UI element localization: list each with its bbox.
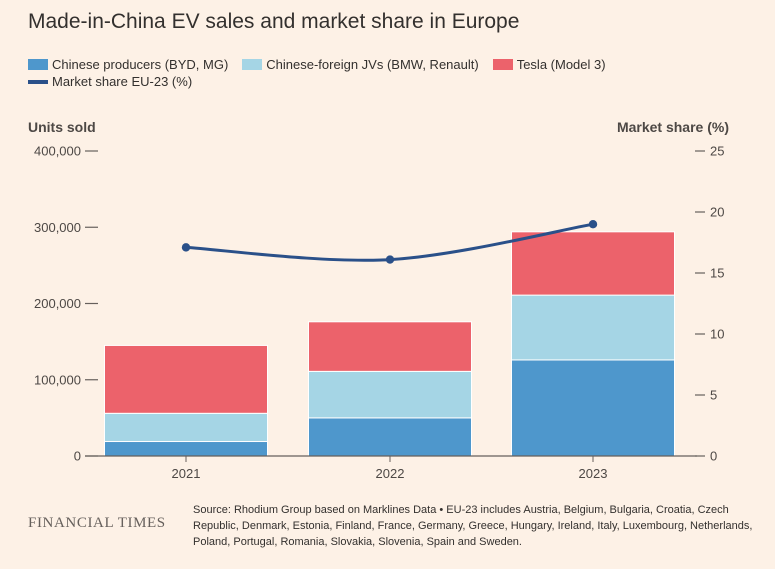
legend-label: Market share EU-23 (%)	[52, 74, 193, 89]
y-tick-label: 400,000	[34, 144, 81, 159]
legend-swatch-tesla	[492, 59, 513, 70]
legend-swatch-market-share	[28, 79, 48, 84]
y-tick-label: 300,000	[34, 220, 81, 235]
legend-item-chinese-producers: Chinese producers (BYD, MG)	[28, 57, 228, 72]
bar-segment	[104, 344, 268, 414]
source-note: Source: Rhodium Group based on Marklines…	[193, 504, 753, 548]
y2-axis-title: Market share (%)	[616, 119, 729, 135]
y-axis-title: Units sold	[28, 119, 96, 135]
legend-item-chinese-foreign-jvs: Chinese-foreign JVs (BMW, Renault)	[242, 57, 479, 72]
legend-swatch-chinese-producers	[28, 59, 48, 70]
legend-label: Chinese-foreign JVs (BMW, Renault)	[266, 57, 479, 72]
bar-segment	[308, 321, 472, 372]
bar-segment	[308, 370, 472, 419]
bar-segment	[104, 412, 268, 443]
ft-logo: FINANCIAL TIMES	[28, 515, 166, 531]
y2-tick-label: 0	[710, 449, 717, 464]
y-tick-label: 100,000	[34, 372, 81, 387]
bar-segment	[511, 294, 675, 361]
bar-segment	[511, 231, 675, 296]
legend-label: Tesla (Model 3)	[516, 57, 606, 72]
market-share-point	[588, 220, 598, 229]
bar-segment	[308, 417, 472, 457]
legend-row-2: Market share EU-23 (%)	[28, 73, 748, 90]
market-share-point	[385, 255, 395, 264]
x-tick-label: 2022	[376, 466, 405, 481]
y2-tick-label: 10	[710, 327, 724, 342]
y2-tick-label: 5	[710, 388, 717, 403]
chart-title: Made-in-China EV sales and market share …	[28, 10, 520, 33]
market-share-point	[181, 243, 191, 252]
y-tick-label: 200,000	[34, 296, 81, 311]
x-tick-label: 2023	[579, 466, 608, 481]
bar-segment	[104, 441, 268, 457]
y-tick-label: 0	[74, 449, 81, 464]
legend-row-1: Chinese producers (BYD, MG) Chinese-fore…	[28, 56, 748, 73]
bar-segment	[511, 359, 675, 457]
y2-tick-label: 15	[710, 266, 724, 281]
x-tick-label: 2021	[172, 466, 201, 481]
legend-item-tesla: Tesla (Model 3)	[492, 57, 606, 72]
legend: Chinese producers (BYD, MG) Chinese-fore…	[28, 56, 748, 90]
y2-tick-label: 20	[710, 205, 724, 220]
legend-label: Chinese producers (BYD, MG)	[52, 57, 229, 72]
legend-swatch-chinese-foreign-jvs	[242, 59, 263, 70]
y2-tick-label: 25	[710, 144, 724, 159]
legend-item-market-share: Market share EU-23 (%)	[28, 74, 192, 89]
